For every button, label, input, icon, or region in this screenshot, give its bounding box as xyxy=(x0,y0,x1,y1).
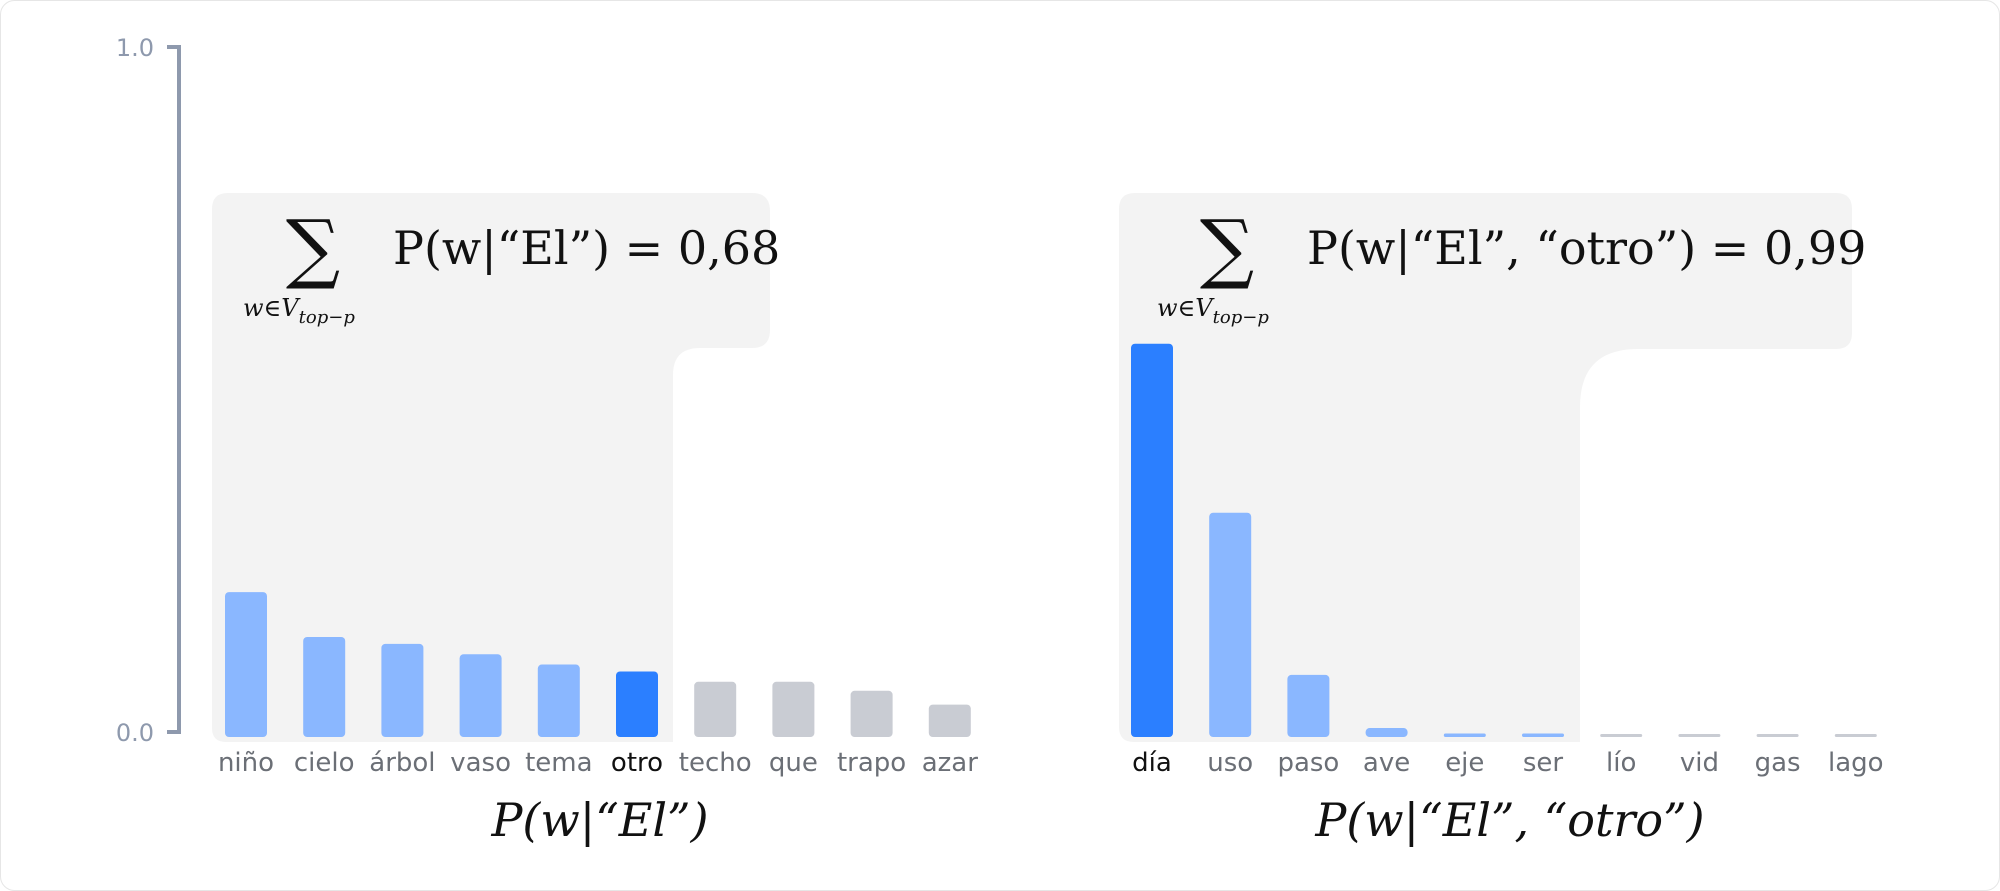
x-tick-label-trapo: trapo xyxy=(837,748,906,778)
sum-symbol: ∑ xyxy=(1200,203,1254,292)
bars-left-chart: niño cielo árbol vaso tema otro techo que trapo a… xyxy=(218,592,978,778)
bars-right-chart: día uso paso ave eje ser lío vid gas lago xyxy=(1131,343,1884,778)
bar-eje xyxy=(1443,733,1486,737)
bar-lío xyxy=(1600,734,1643,737)
bar-que xyxy=(772,681,815,737)
bar-cielo xyxy=(303,636,346,737)
bar-paso xyxy=(1287,674,1330,737)
x-axis-title-left: P(w|“El”) xyxy=(490,793,708,847)
sum-annotation-left: ∑ w∈Vtop−p P(w|“El”) = 0,68 xyxy=(243,203,780,328)
bar-azar xyxy=(928,704,971,737)
x-tick-label-azar: azar xyxy=(922,748,979,778)
bar-árbol xyxy=(381,643,424,737)
bar-uso xyxy=(1209,512,1252,737)
sum-formula: P(w|“El”) = 0,68 xyxy=(393,221,780,275)
x-tick-label-vid: vid xyxy=(1680,748,1719,778)
sum-subscript-sub: top−p xyxy=(299,307,356,328)
top-p-region-left xyxy=(212,193,770,742)
x-tick-label-niño: niño xyxy=(218,748,274,778)
bar-trapo xyxy=(850,690,893,737)
x-tick-label-gas: gas xyxy=(1755,748,1801,778)
sum-annotation-right: ∑ w∈Vtop−p P(w|“El”, “otro”) = 0,99 xyxy=(1157,203,1866,328)
sum-subscript: w∈Vtop−p xyxy=(1157,294,1269,328)
sum-subscript-set: w∈V xyxy=(243,294,301,322)
x-tick-label-ser: ser xyxy=(1523,748,1564,778)
x-tick-label-eje: eje xyxy=(1445,748,1484,778)
bar-día xyxy=(1131,343,1173,737)
x-tick-label-día: día xyxy=(1132,748,1172,778)
bar-niño xyxy=(225,592,267,737)
bar-vaso xyxy=(459,654,502,737)
sum-symbol: ∑ xyxy=(286,203,340,292)
y-axis: 1.0 0.0 xyxy=(116,34,181,747)
bar-vid xyxy=(1678,734,1721,737)
x-tick-label-uso: uso xyxy=(1207,748,1253,778)
x-tick-label-paso: paso xyxy=(1277,748,1339,778)
x-tick-label-lago: lago xyxy=(1828,748,1884,778)
bar-ave xyxy=(1365,728,1408,737)
bar-techo xyxy=(694,681,737,737)
x-tick-label-cielo: cielo xyxy=(294,748,355,778)
bar-lago xyxy=(1834,734,1877,737)
x-tick-label-lío: lío xyxy=(1606,748,1636,778)
x-tick-label-vaso: vaso xyxy=(450,748,511,778)
x-tick-label-árbol: árbol xyxy=(369,748,435,778)
sum-formula: P(w|“El”, “otro”) = 0,99 xyxy=(1307,221,1866,275)
bar-ser xyxy=(1522,733,1564,737)
x-axis-title-right: P(w|“El”, “otro”) xyxy=(1314,793,1704,847)
x-tick-label-techo: techo xyxy=(679,748,752,778)
bar-otro xyxy=(616,671,658,737)
sum-subscript: w∈Vtop−p xyxy=(243,294,355,328)
sum-subscript-set: w∈V xyxy=(1157,294,1215,322)
top-p-region-right xyxy=(1119,193,1852,742)
bar-tema xyxy=(537,664,580,737)
bar-gas xyxy=(1756,734,1799,737)
x-tick-label-que: que xyxy=(769,748,818,778)
x-tick-label-tema: tema xyxy=(525,748,592,778)
y-tick-label-top: 1.0 xyxy=(116,34,154,62)
x-tick-label-ave: ave xyxy=(1363,748,1410,778)
y-tick-label-bottom: 0.0 xyxy=(116,719,154,747)
sum-subscript-sub: top−p xyxy=(1213,307,1270,328)
x-tick-label-otro: otro xyxy=(611,748,663,778)
